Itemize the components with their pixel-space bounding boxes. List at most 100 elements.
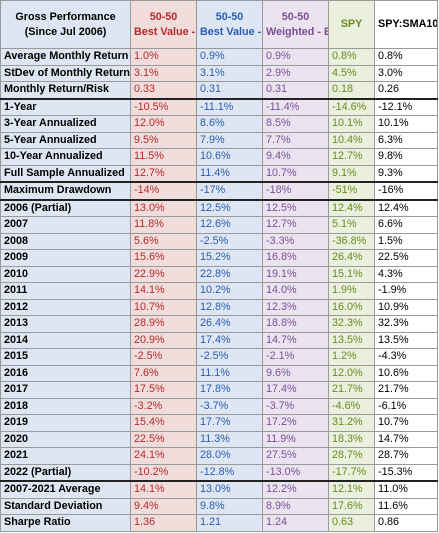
row-label: 10-Year Annualized xyxy=(0,148,131,166)
cell-weighted-top3: 10.7% xyxy=(262,164,329,183)
cell-best-value-top2: 1.0% xyxy=(130,48,197,66)
cell-best-value-top2: 11.8% xyxy=(130,216,197,234)
row-label: 3-Year Annualized xyxy=(0,115,131,133)
cell-spy-sma10: 10.6% xyxy=(374,364,438,382)
row-label: 2022 (Partial) xyxy=(0,463,131,482)
cell-best-value-top2: 3.1% xyxy=(130,64,197,82)
cell-best-value-top3: 17.4% xyxy=(196,331,263,349)
table-row: 2006 (Partial) 13.0% 12.5% 12.5% 12.4% 12.4% xyxy=(0,198,438,217)
cell-spy-sma10: 13.5% xyxy=(374,331,438,349)
cell-best-value-top3: 11.4% xyxy=(196,164,263,183)
cell-weighted-top3: 18.8% xyxy=(262,315,329,333)
cell-spy: 12.1% xyxy=(328,480,375,499)
cell-best-value-top2: 0.33 xyxy=(130,81,197,99)
table-row: 2015 -2.5% -2.5% -2.1% 1.2% -4.3% xyxy=(0,348,438,366)
table-row: Sharpe Ratio 1.36 1.21 1.24 0.63 0.86 xyxy=(0,514,438,532)
cell-spy: 9.1% xyxy=(328,164,375,183)
cell-spy: 0.63 xyxy=(328,514,375,532)
cell-best-value-top2: -2.5% xyxy=(130,348,197,366)
cell-best-value-top3: 22.8% xyxy=(196,265,263,283)
cell-spy-sma10: 6.6% xyxy=(374,216,438,234)
cell-spy: 12.4% xyxy=(328,198,375,217)
cell-spy-sma10: 9.3% xyxy=(374,164,438,183)
cell-spy: 10.1% xyxy=(328,115,375,133)
cell-best-value-top3: -2.5% xyxy=(196,348,263,366)
table-row: 2013 28.9% 26.4% 18.8% 32.3% 32.3% xyxy=(0,315,438,333)
row-label: Average Monthly Return xyxy=(0,48,131,66)
cell-best-value-top3: 9.8% xyxy=(196,497,263,515)
row-label: 2019 xyxy=(0,414,131,432)
table-row: 10-Year Annualized 11.5% 10.6% 9.4% 12.7% 9.8… xyxy=(0,148,438,166)
cell-spy: 5.1% xyxy=(328,216,375,234)
cell-weighted-top3: 12.7% xyxy=(262,216,329,234)
cell-spy-sma10: 6.3% xyxy=(374,131,438,149)
cell-weighted-top3: -13.0% xyxy=(262,463,329,482)
cell-spy-sma10: -16% xyxy=(374,181,438,200)
table-row: 2016 7.6% 11.1% 9.6% 12.0% 10.6% xyxy=(0,364,438,382)
row-label: 2013 xyxy=(0,315,131,333)
row-label: StDev of Monthly Returns xyxy=(0,64,131,82)
cell-best-value-top3: 12.8% xyxy=(196,298,263,316)
row-label: Sharpe Ratio xyxy=(0,514,131,532)
cell-weighted-top3: -3.3% xyxy=(262,232,329,250)
row-label: Maximum Drawdown xyxy=(0,181,131,200)
cell-best-value-top3: 10.2% xyxy=(196,282,263,300)
cell-spy: 12.7% xyxy=(328,148,375,166)
cell-spy: -17.7% xyxy=(328,463,375,482)
cell-best-value-top3: -17% xyxy=(196,181,263,200)
cell-best-value-top2: -10.2% xyxy=(130,463,197,482)
cell-best-value-top3: 17.8% xyxy=(196,381,263,399)
cell-best-value-top2: 15.6% xyxy=(130,249,197,267)
cell-spy: 28.7% xyxy=(328,447,375,465)
row-label: 2010 xyxy=(0,265,131,283)
cell-spy-sma10: 21.7% xyxy=(374,381,438,399)
cell-spy: 13.5% xyxy=(328,331,375,349)
cell-best-value-top2: 22.9% xyxy=(130,265,197,283)
cell-best-value-top2: 24.1% xyxy=(130,447,197,465)
cell-spy: -4.6% xyxy=(328,397,375,415)
row-label: 2015 xyxy=(0,348,131,366)
cell-best-value-top3: -11.1% xyxy=(196,97,263,116)
cell-best-value-top2: 9.5% xyxy=(130,131,197,149)
cell-best-value-top2: 20.9% xyxy=(130,331,197,349)
cell-spy-sma10: 28.7% xyxy=(374,447,438,465)
cell-weighted-top3: 7.7% xyxy=(262,131,329,149)
cell-weighted-top3: 19.1% xyxy=(262,265,329,283)
row-label: 2007-2021 Average xyxy=(0,480,131,499)
cell-spy-sma10: -12.1% xyxy=(374,97,438,116)
cell-best-value-top2: -3.2% xyxy=(130,397,197,415)
cell-spy: 26.4% xyxy=(328,249,375,267)
cell-weighted-top3: 8.5% xyxy=(262,115,329,133)
cell-spy-sma10: 22.5% xyxy=(374,249,438,267)
cell-best-value-top3: 17.7% xyxy=(196,414,263,432)
cell-best-value-top3: 1.21 xyxy=(196,514,263,532)
cell-best-value-top3: 11.1% xyxy=(196,364,263,382)
cell-spy-sma10: 3.0% xyxy=(374,64,438,82)
row-label: Standard Deviation xyxy=(0,497,131,515)
cell-weighted-top3: 12.2% xyxy=(262,480,329,499)
row-label: Monthly Return/Risk xyxy=(0,81,131,99)
cell-weighted-top3: 17.2% xyxy=(262,414,329,432)
row-label: 2014 xyxy=(0,331,131,349)
table-row: 2019 15.4% 17.7% 17.2% 31.2% 10.7% xyxy=(0,414,438,432)
cell-spy-sma10: 10.7% xyxy=(374,414,438,432)
cell-spy: 32.3% xyxy=(328,315,375,333)
cell-spy: 1.2% xyxy=(328,348,375,366)
row-label: 5-Year Annualized xyxy=(0,131,131,149)
cell-weighted-top3: 14.7% xyxy=(262,331,329,349)
table-row: 3-Year Annualized 12.0% 8.6% 8.5% 10.1% 10.1% xyxy=(0,115,438,133)
cell-spy: 10.4% xyxy=(328,131,375,149)
cell-best-value-top2: -10.5% xyxy=(130,97,197,116)
cell-spy-sma10: -4.3% xyxy=(374,348,438,366)
cell-spy-sma10: 4.3% xyxy=(374,265,438,283)
row-label: 2006 (Partial) xyxy=(0,198,131,217)
cell-spy: 0.18 xyxy=(328,81,375,99)
row-label: 2008 xyxy=(0,232,131,250)
cell-spy-sma10: -6.1% xyxy=(374,397,438,415)
row-label: Full Sample Annualized xyxy=(0,164,131,183)
row-label: 2012 xyxy=(0,298,131,316)
cell-weighted-top3: 1.24 xyxy=(262,514,329,532)
cell-best-value-top3: 8.6% xyxy=(196,115,263,133)
